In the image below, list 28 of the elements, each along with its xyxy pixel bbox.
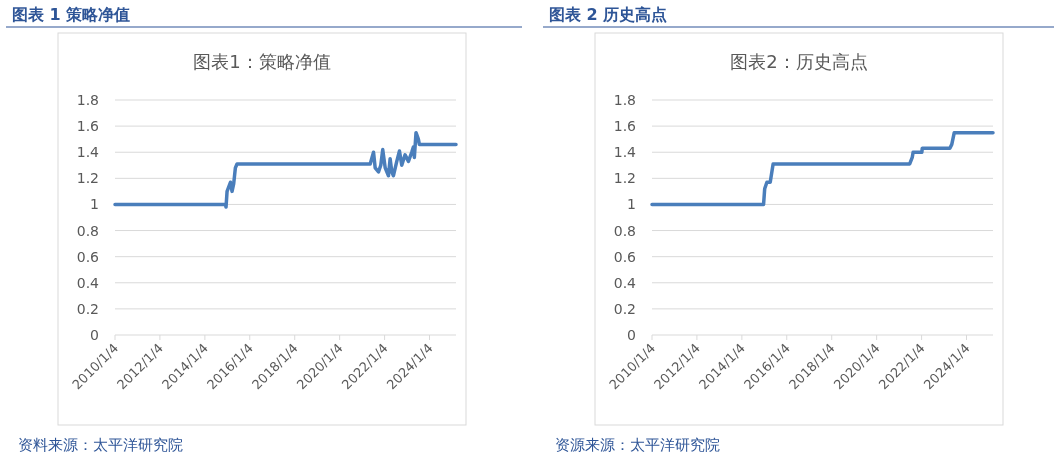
y-tick-label: 1.8: [613, 92, 636, 108]
y-tick-label: 1.4: [613, 144, 637, 161]
line-series: [113, 130, 458, 209]
y-tick-label: 0.4: [76, 274, 100, 291]
y-tick-label: 1: [90, 196, 99, 213]
y-tick-label: 1: [627, 196, 636, 213]
chart-subtitle: 图表1：策略净值: [193, 51, 331, 72]
y-tick-label: 0.2: [613, 300, 636, 317]
chart-subtitle: 图表2：历史高点: [730, 51, 868, 72]
y-tick-label: 1.6: [76, 118, 100, 135]
y-tick-label: 1.8: [76, 92, 99, 108]
y-tick-label: 0: [627, 327, 636, 343]
y-tick-label: 0.8: [76, 222, 99, 239]
line-series: [650, 130, 995, 207]
y-tick-label: 0.4: [613, 274, 637, 291]
y-tick-label: 0.2: [76, 300, 99, 317]
chart-title: 图表 1 策略净值: [12, 5, 131, 24]
y-tick-label: 0.6: [76, 248, 100, 265]
y-tick-label: 0.6: [613, 248, 637, 265]
y-tick-label: 1.4: [76, 144, 100, 161]
y-tick-label: 1.2: [613, 170, 636, 187]
text: 资源来源：太平洋研究院: [555, 436, 720, 454]
chart-title: 图表 2 历史高点: [549, 5, 668, 24]
y-tick-label: 0: [90, 327, 99, 343]
y-tick-label: 1.2: [76, 170, 99, 187]
text: 资料来源：太平洋研究院: [18, 436, 183, 454]
y-tick-label: 1.6: [613, 118, 637, 135]
y-tick-label: 0.8: [613, 222, 636, 239]
